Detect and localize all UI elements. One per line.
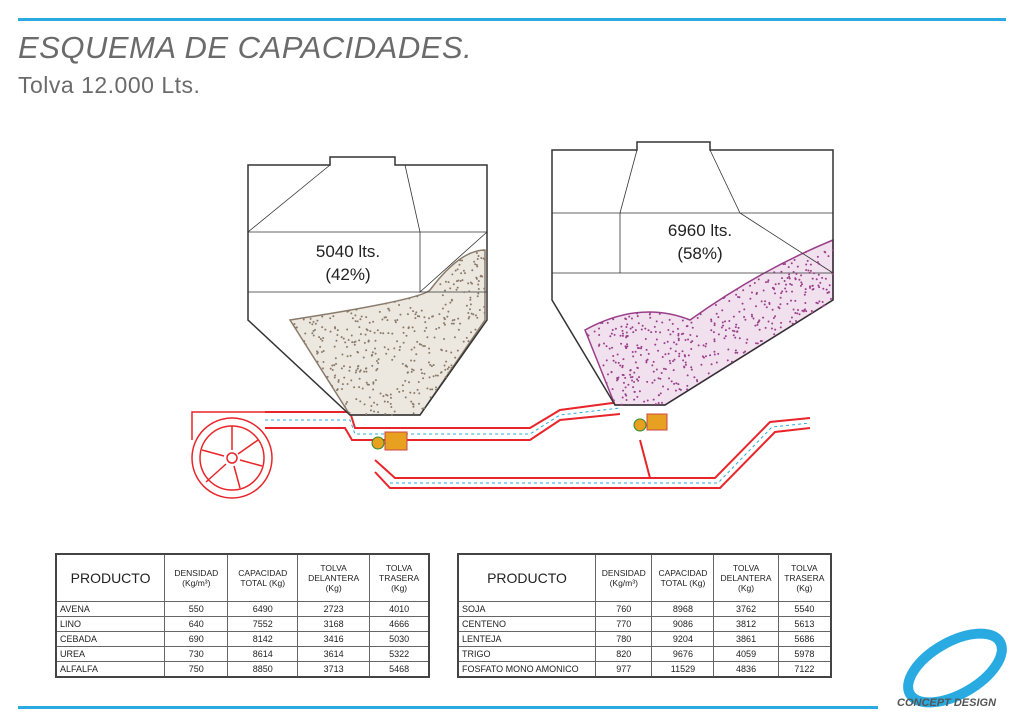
table-cell: LINO <box>56 617 165 632</box>
table-cell: 977 <box>596 662 652 678</box>
col-front: TOLVA DELANTERA (Kg) <box>714 554 778 602</box>
table-cell: 2723 <box>298 602 370 617</box>
table-cell: LENTEJA <box>458 632 596 647</box>
table-cell: 9676 <box>652 647 714 662</box>
col-product: PRODUCTO <box>458 554 596 602</box>
table-row: AVENA 550 6490 2723 4010 <box>56 602 429 617</box>
table-cell: 780 <box>596 632 652 647</box>
table-cell: TRIGO <box>458 647 596 662</box>
table-cell: 770 <box>596 617 652 632</box>
table-row: LENTEJA 780 9204 3861 5686 <box>458 632 831 647</box>
table-cell: 820 <box>596 647 652 662</box>
table-header: PRODUCTO DENSIDAD (Kg/m³) CAPACIDAD TOTAL (K… <box>458 554 831 602</box>
table-cell: 760 <box>596 602 652 617</box>
logo-text: CONCEPT DESIGN <box>897 697 996 709</box>
fan-icon <box>192 412 272 498</box>
table-row: LINO 640 7552 3168 4666 <box>56 617 429 632</box>
table-cell: 4059 <box>714 647 778 662</box>
flow-lines <box>265 408 810 483</box>
col-density: DENSIDAD (Kg/m³) <box>596 554 652 602</box>
capacity-table-right: PRODUCTO DENSIDAD (Kg/m³) CAPACIDAD TOTAL (K… <box>457 553 832 678</box>
table-cell: 5468 <box>370 662 429 678</box>
table-cell: 4010 <box>370 602 429 617</box>
col-capacity: CAPACIDAD TOTAL (Kg) <box>652 554 714 602</box>
table-cell: 4836 <box>714 662 778 678</box>
table-cell: 5613 <box>778 617 831 632</box>
table-cell: 9086 <box>652 617 714 632</box>
table-row: TRIGO 820 9676 4059 5978 <box>458 647 831 662</box>
col-rear: TOLVA TRASERA (Kg) <box>370 554 429 602</box>
table-cell: 750 <box>165 662 228 678</box>
table-cell: 3812 <box>714 617 778 632</box>
table-cell: UREA <box>56 647 165 662</box>
table-row: FOSFATO MONO AMONICO 977 11529 4836 7122 <box>458 662 831 678</box>
table-cell: 4666 <box>370 617 429 632</box>
rear-hopper <box>552 142 833 405</box>
table-cell: 8968 <box>652 602 714 617</box>
table-cell: 3416 <box>298 632 370 647</box>
table-cell: 5540 <box>778 602 831 617</box>
front-percent: (42%) <box>325 265 370 284</box>
table-cell: 3168 <box>298 617 370 632</box>
col-density: DENSIDAD (Kg/m³) <box>165 554 228 602</box>
hopper-diagram: 5040 lts. (42%) 6960 lts. (58%) <box>0 0 1024 540</box>
bottom-rule <box>18 706 878 709</box>
table-cell: 9204 <box>652 632 714 647</box>
table-row: ALFALFA 750 8850 3713 5468 <box>56 662 429 678</box>
table-cell: 5686 <box>778 632 831 647</box>
table-cell: 690 <box>165 632 228 647</box>
table-cell: 3713 <box>298 662 370 678</box>
table-cell: FOSFATO MONO AMONICO <box>458 662 596 678</box>
table-cell: 5030 <box>370 632 429 647</box>
pipes <box>265 402 810 488</box>
table-cell: CENTENO <box>458 617 596 632</box>
meters <box>372 414 667 450</box>
table-row: CEBADA 690 8142 3416 5030 <box>56 632 429 647</box>
table-cell: 6490 <box>228 602 298 617</box>
front-hopper <box>248 157 487 415</box>
capacity-table-left: PRODUCTO DENSIDAD (Kg/m³) CAPACIDAD TOTAL (K… <box>55 553 430 678</box>
table-cell: 11529 <box>652 662 714 678</box>
col-rear: TOLVA TRASERA (Kg) <box>778 554 831 602</box>
table-cell: ALFALFA <box>56 662 165 678</box>
rear-percent: (58%) <box>677 244 722 263</box>
table-cell: 8614 <box>228 647 298 662</box>
col-product: PRODUCTO <box>56 554 165 602</box>
rear-volume: 6960 lts. <box>668 221 732 240</box>
table-cell: 3614 <box>298 647 370 662</box>
table-cell: AVENA <box>56 602 165 617</box>
table-cell: 640 <box>165 617 228 632</box>
table-row: UREA 730 8614 3614 5322 <box>56 647 429 662</box>
table-cell: 7122 <box>778 662 831 678</box>
table-cell: 3861 <box>714 632 778 647</box>
concept-design-logo <box>895 628 1015 708</box>
col-front: TOLVA DELANTERA (Kg) <box>298 554 370 602</box>
table-cell: 5978 <box>778 647 831 662</box>
table-cell: 3762 <box>714 602 778 617</box>
table-row: SOJA 760 8968 3762 5540 <box>458 602 831 617</box>
table-header: PRODUCTO DENSIDAD (Kg/m³) CAPACIDAD TOTAL (K… <box>56 554 429 602</box>
table-cell: 550 <box>165 602 228 617</box>
table-cell: CEBADA <box>56 632 165 647</box>
col-capacity: CAPACIDAD TOTAL (Kg) <box>228 554 298 602</box>
table-cell: SOJA <box>458 602 596 617</box>
front-volume: 5040 lts. <box>316 242 380 261</box>
table-cell: 8850 <box>228 662 298 678</box>
table-cell: 5322 <box>370 647 429 662</box>
table-cell: 7552 <box>228 617 298 632</box>
table-cell: 730 <box>165 647 228 662</box>
table-cell: 8142 <box>228 632 298 647</box>
table-row: CENTENO 770 9086 3812 5613 <box>458 617 831 632</box>
